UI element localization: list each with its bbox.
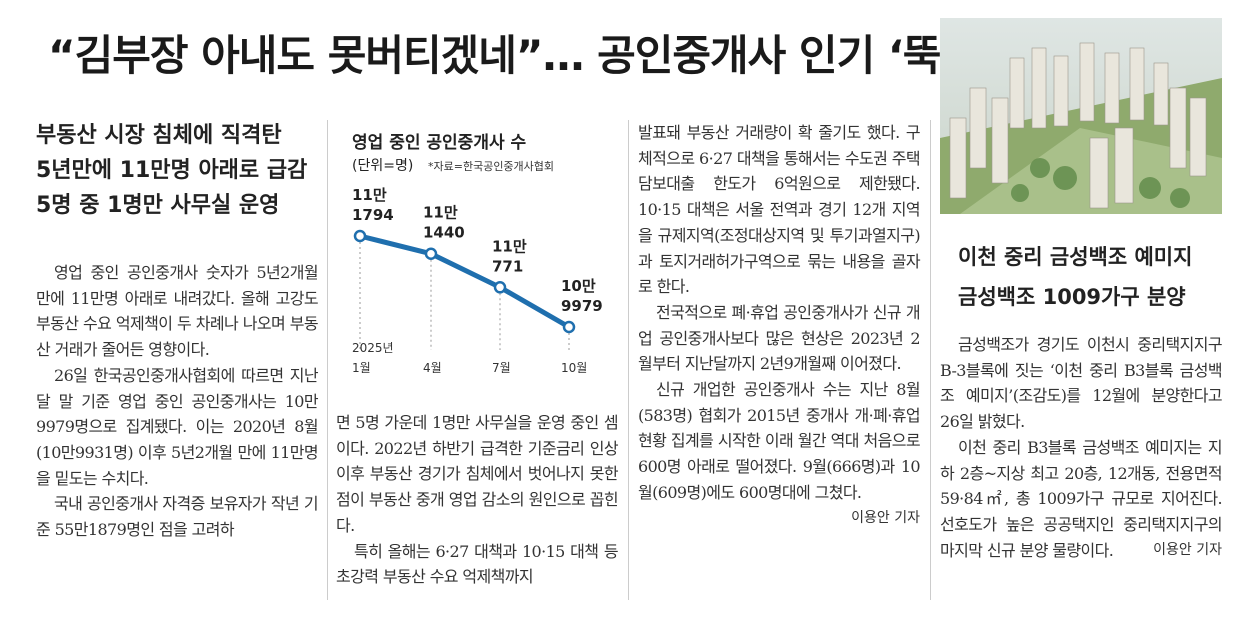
paragraph: 면 5명 가운데 1명만 사무실을 운영 중인 셈이다. 2022년 하반기 급… [336, 413, 619, 535]
x-tick-label: 10월 [561, 361, 587, 375]
column-divider [327, 120, 328, 600]
data-point [424, 247, 438, 260]
subhead-2: 금성백조 1009가구 분양 [958, 285, 1186, 309]
headline: “김부장 아내도 못버티겠네”… 공인중개사 인기 ‘뚝’ [48, 31, 956, 80]
paragraph: 특히 올해는 6·27 대책과 10·15 대책 등 초강력 부동산 수요 억제… [336, 541, 619, 587]
subhead-3: 5명 중 1명만 사무실 운영 [36, 193, 280, 218]
article-column-3: 발표돼 부동산 거래량이 확 줄기도 했다. 구체적으로 6·27 대책을 통해… [638, 120, 921, 531]
article2-body: 금성백조가 경기도 이천시 중리택지지구 B-3블록에 짓는 ‘이천 중리 B3… [940, 332, 1223, 564]
article-subheads: 부동산 시장 침체에 직격탄 5년만에 11만명 아래로 급감 5명 중 1명만… [36, 118, 336, 223]
data-label: 1794 [352, 206, 394, 224]
byline: 이용안 기자 [851, 509, 920, 526]
chart-source: *자료=한국공인중개사협회 [428, 160, 555, 173]
chart-title: 영업 중인 공인중개사 수 [352, 133, 527, 153]
article-column-1: 영업 중인 공인중개사 숫자가 5년2개월 만에 11만명 아래로 내려갔다. … [36, 260, 319, 543]
article2-subheads: 이천 중리 금성백조 예미지 금성백조 1009가구 분양 [958, 237, 1228, 317]
subhead-1: 부동산 시장 침체에 직격탄 [36, 123, 282, 148]
data-label: 771 [492, 257, 523, 275]
line-chart: 11만 1794 11만 1440 11만 771 10만 9979 2025년 1월 4월 7월 10… [352, 186, 603, 375]
paragraph-text: 이천 중리 B3블록 금성백조 예미지는 지하 2층~지상 최고 20층, 12… [940, 437, 1223, 560]
paragraph: 국내 공인중개사 자격증 보유자가 작년 기준 55만1879명인 점을 고려하 [36, 494, 319, 540]
paragraph: 영업 중인 공인중개사 숫자가 5년2개월 만에 11만명 아래로 내려갔다. … [36, 263, 319, 360]
data-label: 1440 [423, 224, 465, 242]
data-label: 9979 [561, 297, 603, 315]
paragraph: 신규 개업한 공인중개사 수는 지난 8월(583명) 협회가 2015년 중개… [638, 377, 921, 526]
x-tick-label: 2025년 [352, 341, 394, 355]
data-label: 11만 [423, 204, 458, 222]
column-divider [628, 120, 629, 600]
article-column-2: 면 5명 가운데 1명만 사무실을 운영 중인 셈이다. 2022년 하반기 급… [336, 410, 619, 590]
series-line [357, 233, 572, 330]
paragraph: 26일 한국공인중개사협회에 따르면 지난달 말 기준 영업 중인 공인중개사는… [36, 365, 319, 488]
x-tick-label: 4월 [423, 361, 442, 375]
subhead-1: 이천 중리 금성백조 예미지 [958, 245, 1193, 269]
column-divider [930, 120, 931, 600]
chart-unit: (단위=명) [352, 158, 414, 174]
data-label: 11만 [492, 237, 527, 255]
paragraph-text: 신규 개업한 공인중개사 수는 지난 8월(583명) 협회가 2015년 중개… [638, 380, 921, 502]
aerial-rendering-image [940, 18, 1222, 214]
paragraph: 이천 중리 B3블록 금성백조 예미지는 지하 2층~지상 최고 20층, 12… [940, 435, 1223, 564]
subhead-2: 5년만에 11만명 아래로 급감 [36, 158, 308, 183]
byline: 이용안 기자 [1153, 541, 1222, 558]
data-label: 11만 [352, 186, 387, 204]
data-point [353, 229, 367, 243]
paragraph: 발표돼 부동산 거래량이 확 줄기도 했다. 구체적으로 6·27 대책을 통해… [638, 123, 921, 297]
data-point [493, 281, 507, 294]
x-tick-label: 1월 [352, 361, 371, 375]
data-label: 10만 [561, 277, 596, 295]
data-point [562, 320, 576, 334]
x-tick-label: 7월 [492, 361, 511, 375]
paragraph: 전국적으로 폐·휴업 공인중개사가 신규 개업 공인중개사보다 많은 현상은 2… [638, 302, 921, 374]
paragraph: 금성백조가 경기도 이천시 중리택지지구 B-3블록에 짓는 ‘이천 중리 B3… [940, 335, 1223, 432]
